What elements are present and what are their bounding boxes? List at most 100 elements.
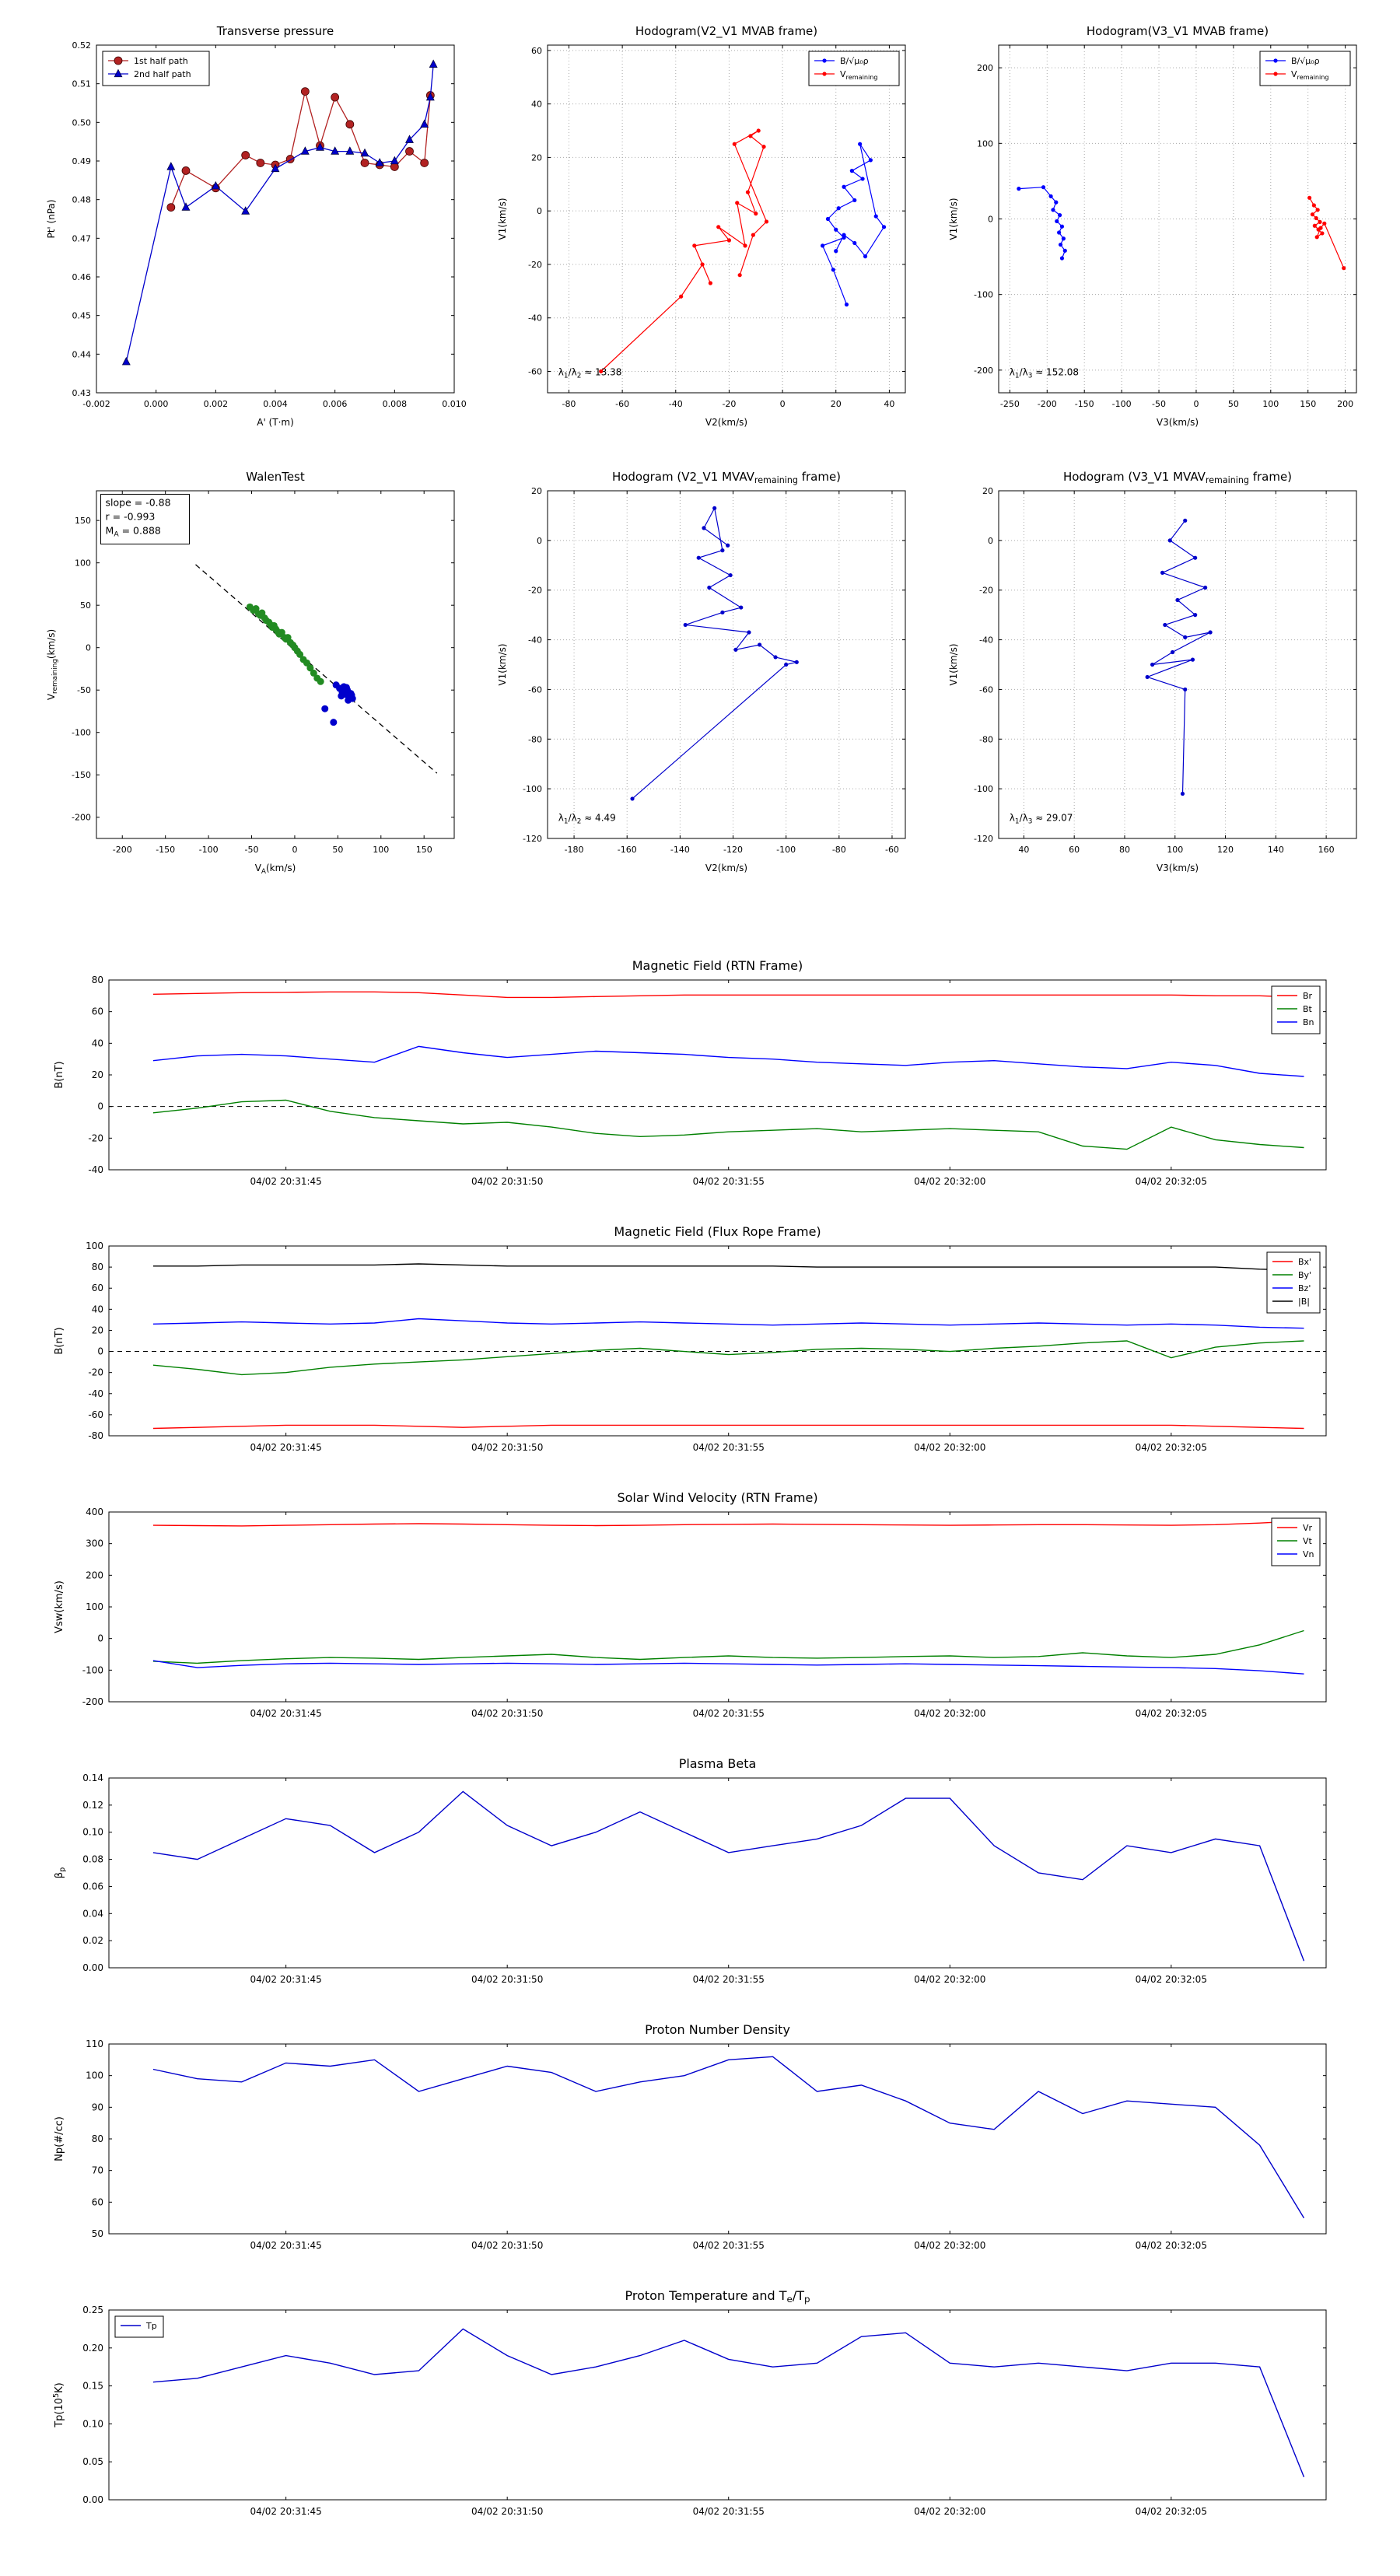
svg-text:Bz': Bz' <box>1298 1283 1311 1293</box>
svg-text:80: 80 <box>92 2133 103 2144</box>
svg-text:0.49: 0.49 <box>72 156 92 166</box>
svg-text:-50: -50 <box>1152 399 1166 409</box>
svg-text:200: 200 <box>86 1570 103 1580</box>
top-row-1: -0.002 0.000 0.002 0.004 0.006 0.008 0.010 0.43… <box>0 9 1400 441</box>
svg-text:Proton Number Density: Proton Number Density <box>645 2022 790 2037</box>
svg-text:04/02 20:31:50: 04/02 20:31:50 <box>471 2240 543 2251</box>
svg-text:0.00: 0.00 <box>82 1962 103 1973</box>
svg-text:-100: -100 <box>1112 399 1132 409</box>
svg-text:40: 40 <box>92 1038 103 1048</box>
svg-text:400: 400 <box>86 1507 103 1517</box>
svg-text:04/02 20:31:50: 04/02 20:31:50 <box>471 1708 543 1719</box>
svg-text:0: 0 <box>988 536 993 546</box>
svg-text:04/02 20:31:50: 04/02 20:31:50 <box>471 1176 543 1187</box>
svg-text:By': By' <box>1298 1270 1311 1280</box>
chart-hodogram-v2v1-mvav: -180 -160 -140 -120 -100 -80 -60 -120 -100 -80 -60… <box>482 455 918 887</box>
svg-text:-0.002: -0.002 <box>82 399 110 409</box>
chart-walen-test: -200 -150 -100 -50 0 50 100 150 -200 -150 -100 -50 0… <box>31 455 467 887</box>
svg-text:-150: -150 <box>156 845 175 855</box>
svg-text:04/02 20:32:05: 04/02 20:32:05 <box>1136 2240 1207 2251</box>
svg-text:-200: -200 <box>113 845 132 855</box>
svg-text:-200: -200 <box>82 1696 103 1707</box>
svg-text:V1(km/s): V1(km/s) <box>948 198 959 240</box>
svg-text:-40: -40 <box>88 1388 103 1399</box>
svg-text:-100: -100 <box>974 290 993 300</box>
svg-text:-40: -40 <box>979 635 993 646</box>
svg-text:-20: -20 <box>722 399 736 409</box>
svg-text:-100: -100 <box>72 728 91 738</box>
svg-text:100: 100 <box>977 138 993 149</box>
svg-text:r = -0.993: r = -0.993 <box>106 510 156 522</box>
svg-text:V3(km/s): V3(km/s) <box>1157 863 1199 873</box>
svg-text:Vsw(km/s): Vsw(km/s) <box>54 1580 65 1633</box>
svg-text:Solar Wind Velocity (RTN Frame: Solar Wind Velocity (RTN Frame) <box>617 1490 817 1505</box>
svg-text:0.02: 0.02 <box>82 1935 103 1946</box>
svg-text:-20: -20 <box>528 260 542 270</box>
svg-text:0.002: 0.002 <box>204 399 229 409</box>
svg-text:60: 60 <box>92 1283 103 1293</box>
svg-text:-100: -100 <box>82 1664 103 1675</box>
svg-text:-60: -60 <box>528 684 542 695</box>
svg-text:-20: -20 <box>528 586 542 596</box>
svg-text:04/02 20:31:55: 04/02 20:31:55 <box>693 2240 765 2251</box>
svg-text:Vremaining(km/s): Vremaining(km/s) <box>46 629 59 700</box>
svg-text:50: 50 <box>80 600 91 611</box>
svg-text:0.006: 0.006 <box>323 399 348 409</box>
svg-text:200: 200 <box>1337 399 1353 409</box>
svg-text:200: 200 <box>977 63 993 73</box>
svg-text:110: 110 <box>86 2039 103 2049</box>
svg-text:0.52: 0.52 <box>72 40 92 51</box>
svg-text:WalenTest: WalenTest <box>246 470 305 484</box>
svg-text:Bx': Bx' <box>1298 1257 1311 1267</box>
svg-text:0.50: 0.50 <box>72 117 92 128</box>
svg-text:80: 80 <box>92 1262 103 1272</box>
svg-text:04/02 20:32:00: 04/02 20:32:00 <box>914 1442 985 1453</box>
svg-text:V3(km/s): V3(km/s) <box>1157 417 1199 428</box>
figure-root: -0.002 0.000 0.002 0.004 0.006 0.008 0.010 0.43… <box>0 9 1400 2536</box>
svg-text:0.004: 0.004 <box>263 399 288 409</box>
svg-text:-60: -60 <box>979 684 993 695</box>
svg-text:150: 150 <box>416 845 432 855</box>
svg-text:100: 100 <box>1262 399 1279 409</box>
svg-text:100: 100 <box>1167 845 1183 855</box>
svg-text:04/02 20:32:00: 04/02 20:32:00 <box>914 1974 985 1985</box>
svg-text:V2(km/s): V2(km/s) <box>705 863 747 873</box>
svg-text:-200: -200 <box>974 366 993 376</box>
svg-text:λ1/λ2 ≈ 4.49: λ1/λ2 ≈ 4.49 <box>558 813 616 826</box>
svg-text:B(nT): B(nT) <box>54 1061 65 1088</box>
svg-text:0.44: 0.44 <box>72 349 92 359</box>
svg-text:Magnetic Field (Flux Rope Fram: Magnetic Field (Flux Rope Frame) <box>614 1224 821 1239</box>
svg-text:-150: -150 <box>1075 399 1094 409</box>
svg-text:0.45: 0.45 <box>72 311 92 321</box>
svg-text:120: 120 <box>1217 845 1234 855</box>
svg-text:04/02 20:32:05: 04/02 20:32:05 <box>1136 2506 1207 2517</box>
top-row-2: -200 -150 -100 -50 0 50 100 150 -200 -150 -100 -50 0… <box>0 455 1400 887</box>
svg-text:V1(km/s): V1(km/s) <box>497 198 508 240</box>
svg-text:80: 80 <box>1119 845 1130 855</box>
svg-text:04/02 20:31:45: 04/02 20:31:45 <box>250 1176 321 1187</box>
svg-text:0: 0 <box>86 643 91 653</box>
svg-text:0.00: 0.00 <box>82 2494 103 2505</box>
svg-text:0.20: 0.20 <box>82 2343 103 2354</box>
svg-text:04/02 20:31:50: 04/02 20:31:50 <box>471 1442 543 1453</box>
svg-text:0: 0 <box>780 399 786 409</box>
svg-text:150: 150 <box>75 516 91 526</box>
svg-text:0.14: 0.14 <box>82 1773 103 1783</box>
svg-text:140: 140 <box>1268 845 1284 855</box>
svg-text:04/02 20:32:05: 04/02 20:32:05 <box>1136 1176 1207 1187</box>
svg-text:Tp(105K): Tp(105K) <box>52 2382 65 2428</box>
svg-text:-100: -100 <box>776 845 796 855</box>
svg-text:04/02 20:32:00: 04/02 20:32:00 <box>914 1176 985 1187</box>
svg-text:-40: -40 <box>669 399 683 409</box>
svg-text:-50: -50 <box>245 845 259 855</box>
svg-text:0.47: 0.47 <box>72 233 92 243</box>
svg-text:04/02 20:31:55: 04/02 20:31:55 <box>693 1176 765 1187</box>
svg-text:Pt' (nPa): Pt' (nPa) <box>46 199 57 238</box>
svg-text:Vt: Vt <box>1303 1536 1313 1546</box>
svg-text:100: 100 <box>86 2070 103 2081</box>
svg-text:0.04: 0.04 <box>82 1908 103 1919</box>
svg-text:04/02 20:32:05: 04/02 20:32:05 <box>1136 1708 1207 1719</box>
svg-text:λ1/λ3 ≈ 29.07: λ1/λ3 ≈ 29.07 <box>1010 813 1073 826</box>
svg-text:-40: -40 <box>528 313 542 324</box>
svg-text:0.08: 0.08 <box>82 1854 103 1865</box>
